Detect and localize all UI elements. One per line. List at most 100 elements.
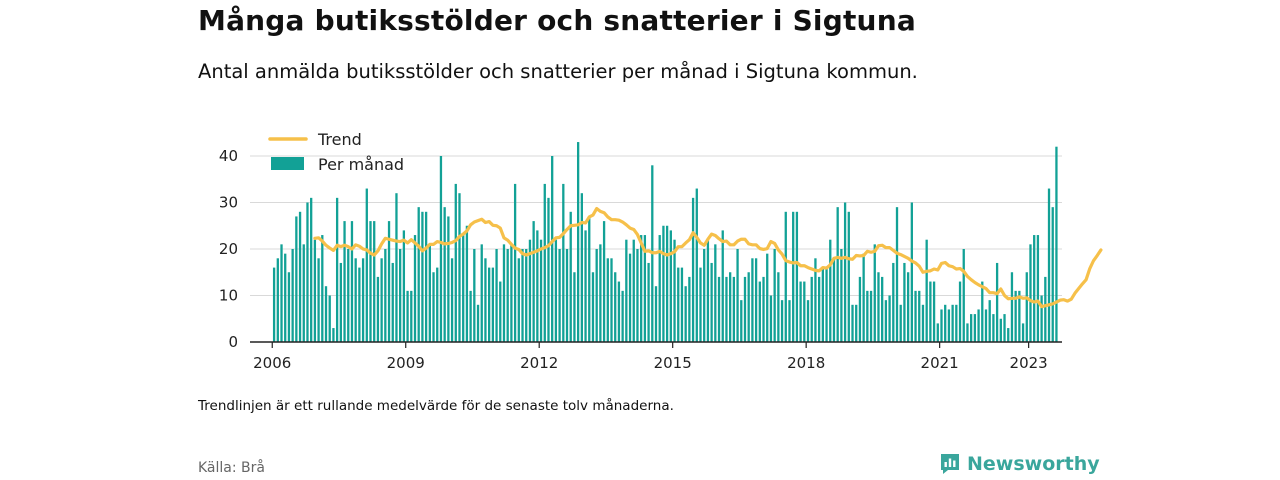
bar xyxy=(510,244,513,342)
bar xyxy=(488,267,491,342)
bar xyxy=(736,249,739,342)
bar xyxy=(658,235,661,342)
bar xyxy=(910,202,913,342)
bar xyxy=(591,272,595,342)
bar xyxy=(951,304,954,342)
bar xyxy=(1007,328,1010,342)
bar xyxy=(747,272,750,342)
bar xyxy=(970,314,973,342)
bar xyxy=(543,183,546,342)
bar xyxy=(1040,295,1043,342)
bar xyxy=(547,197,550,342)
bar xyxy=(1003,314,1006,342)
bar xyxy=(1010,272,1014,342)
bar xyxy=(914,290,917,342)
bar xyxy=(554,239,558,342)
bar xyxy=(421,211,424,342)
bar xyxy=(321,235,324,342)
bar xyxy=(740,300,743,342)
chart-subtitle: Antal anmälda butiksstölder och snatteri… xyxy=(198,60,918,83)
bar xyxy=(762,276,765,342)
bar xyxy=(525,249,528,342)
bar xyxy=(521,249,524,342)
bar xyxy=(881,276,884,342)
bar xyxy=(499,281,502,342)
bar xyxy=(918,290,921,342)
bar xyxy=(317,258,320,342)
bar xyxy=(677,267,680,342)
bar xyxy=(324,286,328,342)
bar xyxy=(999,318,1002,342)
x-tick-label: 2009 xyxy=(387,354,425,372)
bar xyxy=(810,276,813,342)
bar xyxy=(699,267,702,342)
bar xyxy=(869,290,873,342)
trend-line-group xyxy=(313,206,1103,309)
footnote: Trendlinjen är ett rullande medelvärde f… xyxy=(198,398,674,414)
bar xyxy=(788,300,791,342)
bar xyxy=(1047,188,1051,342)
bar xyxy=(272,267,276,342)
bar xyxy=(536,230,539,342)
bar xyxy=(973,314,977,342)
bar xyxy=(365,188,368,342)
bar xyxy=(1029,244,1032,342)
bar xyxy=(391,262,394,342)
bar xyxy=(777,272,780,342)
bar xyxy=(766,253,769,342)
bar xyxy=(495,249,498,342)
y-tick-label: 10 xyxy=(219,287,238,305)
bar xyxy=(458,193,461,342)
bar xyxy=(565,249,569,342)
bar xyxy=(792,211,795,342)
bar xyxy=(291,249,294,342)
x-tick-label: 2006 xyxy=(253,354,291,372)
bar xyxy=(450,258,454,342)
x-tick-label: 2021 xyxy=(921,354,959,372)
bar xyxy=(751,258,754,342)
bar xyxy=(1036,235,1040,342)
bar xyxy=(465,225,469,342)
brand-logo[interactable]: Newsworthy xyxy=(939,452,1100,476)
bar xyxy=(821,267,824,342)
bar xyxy=(298,211,302,342)
bar xyxy=(669,230,672,342)
bar xyxy=(940,309,943,342)
bar xyxy=(640,235,643,342)
bar xyxy=(276,258,279,342)
bar xyxy=(502,244,506,342)
x-tick-label: 2018 xyxy=(787,354,825,372)
bar xyxy=(361,258,365,342)
bar xyxy=(1021,323,1025,342)
bars xyxy=(272,142,1058,342)
bar xyxy=(406,290,409,342)
bar xyxy=(840,249,843,342)
bar xyxy=(617,281,621,342)
bar xyxy=(851,304,854,342)
bar xyxy=(832,258,836,342)
bar xyxy=(395,193,398,342)
bar xyxy=(284,253,287,342)
chart-title: Många butiksstölder och snatterier i Sig… xyxy=(198,4,916,37)
bar xyxy=(621,290,624,342)
bar xyxy=(892,262,895,342)
bar xyxy=(410,290,413,342)
bar xyxy=(1014,290,1017,342)
bar xyxy=(743,276,747,342)
bar xyxy=(332,328,335,342)
bar xyxy=(491,267,495,342)
bar xyxy=(684,286,687,342)
bar xyxy=(569,211,572,342)
bar xyxy=(380,258,383,342)
bar xyxy=(799,281,802,342)
bar xyxy=(439,156,443,342)
bar xyxy=(447,216,450,342)
bar xyxy=(432,272,435,342)
bar xyxy=(955,304,958,342)
bar xyxy=(721,230,724,342)
x-tick-label: 2012 xyxy=(520,354,558,372)
bar xyxy=(769,295,773,342)
bar xyxy=(558,249,561,342)
bar xyxy=(369,221,372,342)
bar xyxy=(424,211,428,342)
